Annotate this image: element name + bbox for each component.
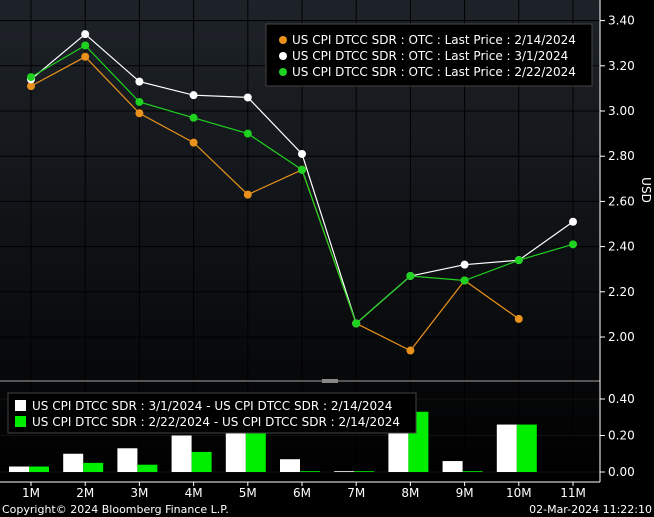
y-tick-label: 3.40 — [608, 14, 635, 28]
data-point — [81, 52, 90, 61]
legend-box — [265, 23, 593, 87]
y-tick-label: 3.00 — [608, 104, 635, 118]
data-point — [298, 149, 306, 158]
timestamp-text: 02-Mar-2024 11:22:10 — [529, 503, 652, 516]
legend-swatch — [279, 68, 287, 76]
x-tick-label: 8M — [401, 486, 419, 500]
x-tick-label: 2M — [76, 486, 94, 500]
bar — [171, 435, 192, 472]
x-tick-label: 9M — [456, 486, 474, 500]
data-point — [514, 314, 523, 323]
bar — [300, 471, 320, 472]
x-tick-label: 3M — [130, 486, 148, 500]
legend-label: US CPI DTCC SDR : OTC : Last Price : 2/1… — [292, 33, 576, 47]
footer-bar — [0, 501, 654, 517]
lines-layer — [27, 30, 577, 355]
bar-legend: US CPI DTCC SDR : 3/1/2024 - US CPI DTCC… — [7, 392, 417, 434]
legend-label: US CPI DTCC SDR : OTC : Last Price : 2/2… — [292, 65, 576, 79]
x-tick-label: 7M — [347, 486, 365, 500]
data-point — [81, 30, 90, 39]
bar — [354, 471, 375, 472]
axis-layer: 2.00 2.20 2.40 2.60 2.80 3.00 3.20 3.40 0.00 0.20… — [0, 0, 635, 500]
bar-y-tick-label: 0.00 — [608, 465, 635, 479]
y-tick-label: 2.20 — [608, 285, 635, 299]
bar — [117, 448, 138, 472]
data-point — [406, 346, 415, 355]
x-tick-label: 11M — [560, 486, 586, 500]
data-point — [406, 271, 415, 280]
data-point — [135, 109, 144, 118]
bar — [442, 461, 463, 472]
legend-swatch — [279, 52, 287, 60]
bar — [280, 459, 300, 472]
data-point — [189, 113, 198, 122]
bar-legend-swatch — [15, 416, 26, 427]
x-tick-label: 1M — [22, 486, 40, 500]
bar — [191, 451, 212, 472]
data-point — [243, 129, 252, 138]
y-tick-label: 2.80 — [608, 149, 635, 163]
bar — [83, 462, 104, 472]
data-point — [352, 319, 361, 328]
bar-y-tick-label: 0.40 — [608, 392, 635, 406]
bar — [137, 464, 158, 472]
data-point — [569, 217, 577, 226]
bar — [245, 422, 266, 472]
data-point — [243, 93, 252, 102]
data-point — [135, 97, 144, 106]
bar-y-tick-label: 0.20 — [608, 429, 635, 443]
data-point — [569, 240, 577, 249]
x-tick-label: 5M — [239, 486, 257, 500]
bar — [496, 424, 517, 472]
bar-legend-label: US CPI DTCC SDR : 2/22/2024 - US CPI DTC… — [32, 415, 400, 429]
data-point — [460, 260, 469, 269]
legend-label: US CPI DTCC SDR : OTC : Last Price : 3/1… — [292, 49, 568, 63]
copyright-text: Copyright© 2024 Bloomberg Finance L.P. — [2, 503, 229, 516]
x-tick-label: 6M — [293, 486, 311, 500]
data-point — [298, 165, 306, 174]
y-axis-label: USD — [639, 177, 653, 203]
bar — [334, 471, 355, 472]
bar — [29, 466, 49, 472]
y-tick-label: 3.20 — [608, 59, 635, 73]
bar — [516, 424, 537, 472]
data-point — [135, 77, 144, 86]
panel-divider-handle[interactable] — [322, 379, 338, 383]
x-tick-label: 10M — [506, 486, 532, 500]
data-point — [81, 41, 90, 50]
x-tick-label: 4M — [185, 486, 203, 500]
series-line — [30, 56, 520, 352]
legend-swatch — [279, 36, 287, 44]
y-tick-label: 2.40 — [608, 240, 635, 254]
data-point — [514, 256, 523, 265]
y-tick-label: 2.60 — [608, 194, 635, 208]
data-point — [27, 73, 35, 82]
data-point — [27, 82, 35, 91]
data-point — [243, 190, 252, 199]
bar — [63, 453, 84, 472]
bar — [9, 466, 29, 472]
data-point — [189, 138, 198, 147]
line-legend: US CPI DTCC SDR : OTC : Last Price : 2/1… — [265, 23, 593, 87]
bar-legend-label: US CPI DTCC SDR : 3/1/2024 - US CPI DTCC… — [32, 399, 392, 413]
bar-legend-swatch — [15, 400, 26, 411]
y-tick-label: 2.00 — [608, 330, 635, 344]
bar-legend-box — [7, 392, 417, 434]
data-point — [189, 91, 198, 100]
bar — [462, 471, 483, 472]
data-point — [460, 276, 469, 285]
